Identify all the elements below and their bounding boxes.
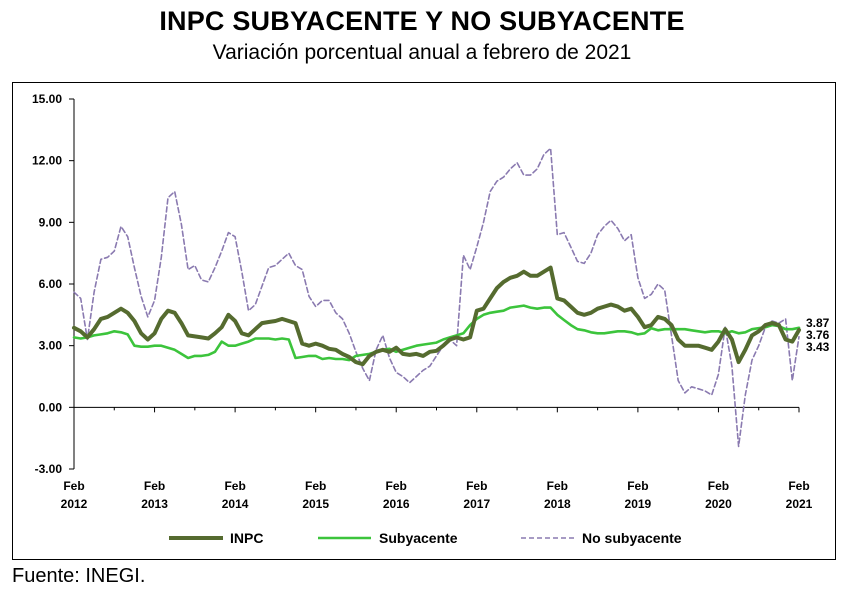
x-tick-year: 2015 [302, 497, 329, 511]
legend-label: INPC [230, 530, 263, 546]
x-tick-month: Feb [144, 479, 165, 493]
x-tick-month: Feb [627, 479, 648, 493]
y-axis-ticks: -3.00 0.00 3.00 6.00 9.00 12.00 15.00 [32, 92, 74, 476]
series-line-subyacente [72, 304, 801, 362]
x-tick-month: Feb [63, 479, 84, 493]
x-tick-year: 2018 [544, 497, 571, 511]
x-tick-month: Feb [788, 479, 809, 493]
source-note: Fuente: INEGI. [12, 565, 146, 587]
y-tick-label: 9.00 [39, 215, 63, 229]
x-tick-year: 2019 [625, 497, 652, 511]
chart-series [72, 147, 801, 448]
x-tick-month: Feb [386, 479, 407, 493]
x-tick-year: 2012 [61, 497, 88, 511]
end-label: 3.43 [806, 340, 830, 354]
x-tick-year: 2016 [383, 497, 410, 511]
series-line-no-subyacente [73, 147, 800, 448]
y-tick-label: 6.00 [39, 277, 63, 291]
chart-legend: INPC Subyacente No subyacente [169, 530, 682, 546]
end-label: 3.76 [806, 328, 830, 342]
chart-frame: -3.00 0.00 3.00 6.00 9.00 12.00 15.00 Feb 2012 F… [12, 82, 836, 560]
x-tick-month: Feb [305, 479, 326, 493]
end-value-labels: 3.873.763.43 [806, 316, 830, 354]
series-line-inpc [72, 265, 801, 367]
y-tick-label: 12.00 [32, 154, 62, 168]
y-tick-label: -3.00 [35, 462, 63, 476]
x-tick-month: Feb [708, 479, 729, 493]
end-label: 3.87 [806, 316, 830, 330]
y-tick-label: 3.00 [39, 339, 63, 353]
legend-label: No subyacente [582, 530, 682, 546]
x-axis-ticks: Feb 2012 Feb 2013 Feb 2014 Feb 2015 Feb 2016 Feb 20… [61, 407, 813, 511]
chart-subtitle: Variación porcentual anual a febrero de … [212, 41, 632, 64]
x-tick-year: 2013 [141, 497, 168, 511]
y-tick-label: 0.00 [39, 400, 63, 414]
x-tick-year: 2020 [705, 497, 732, 511]
x-tick-year: 2014 [222, 497, 249, 511]
chart-axes [73, 99, 799, 469]
x-tick-month: Feb [466, 479, 487, 493]
x-tick-year: 2021 [786, 497, 813, 511]
x-tick-month: Feb [547, 479, 568, 493]
legend-label: Subyacente [379, 530, 458, 546]
x-tick-month: Feb [224, 479, 245, 493]
y-tick-label: 15.00 [32, 92, 62, 106]
x-tick-year: 2017 [463, 497, 490, 511]
chart-title: INPC SUBYACENTE Y NO SUBYACENTE [159, 6, 685, 36]
